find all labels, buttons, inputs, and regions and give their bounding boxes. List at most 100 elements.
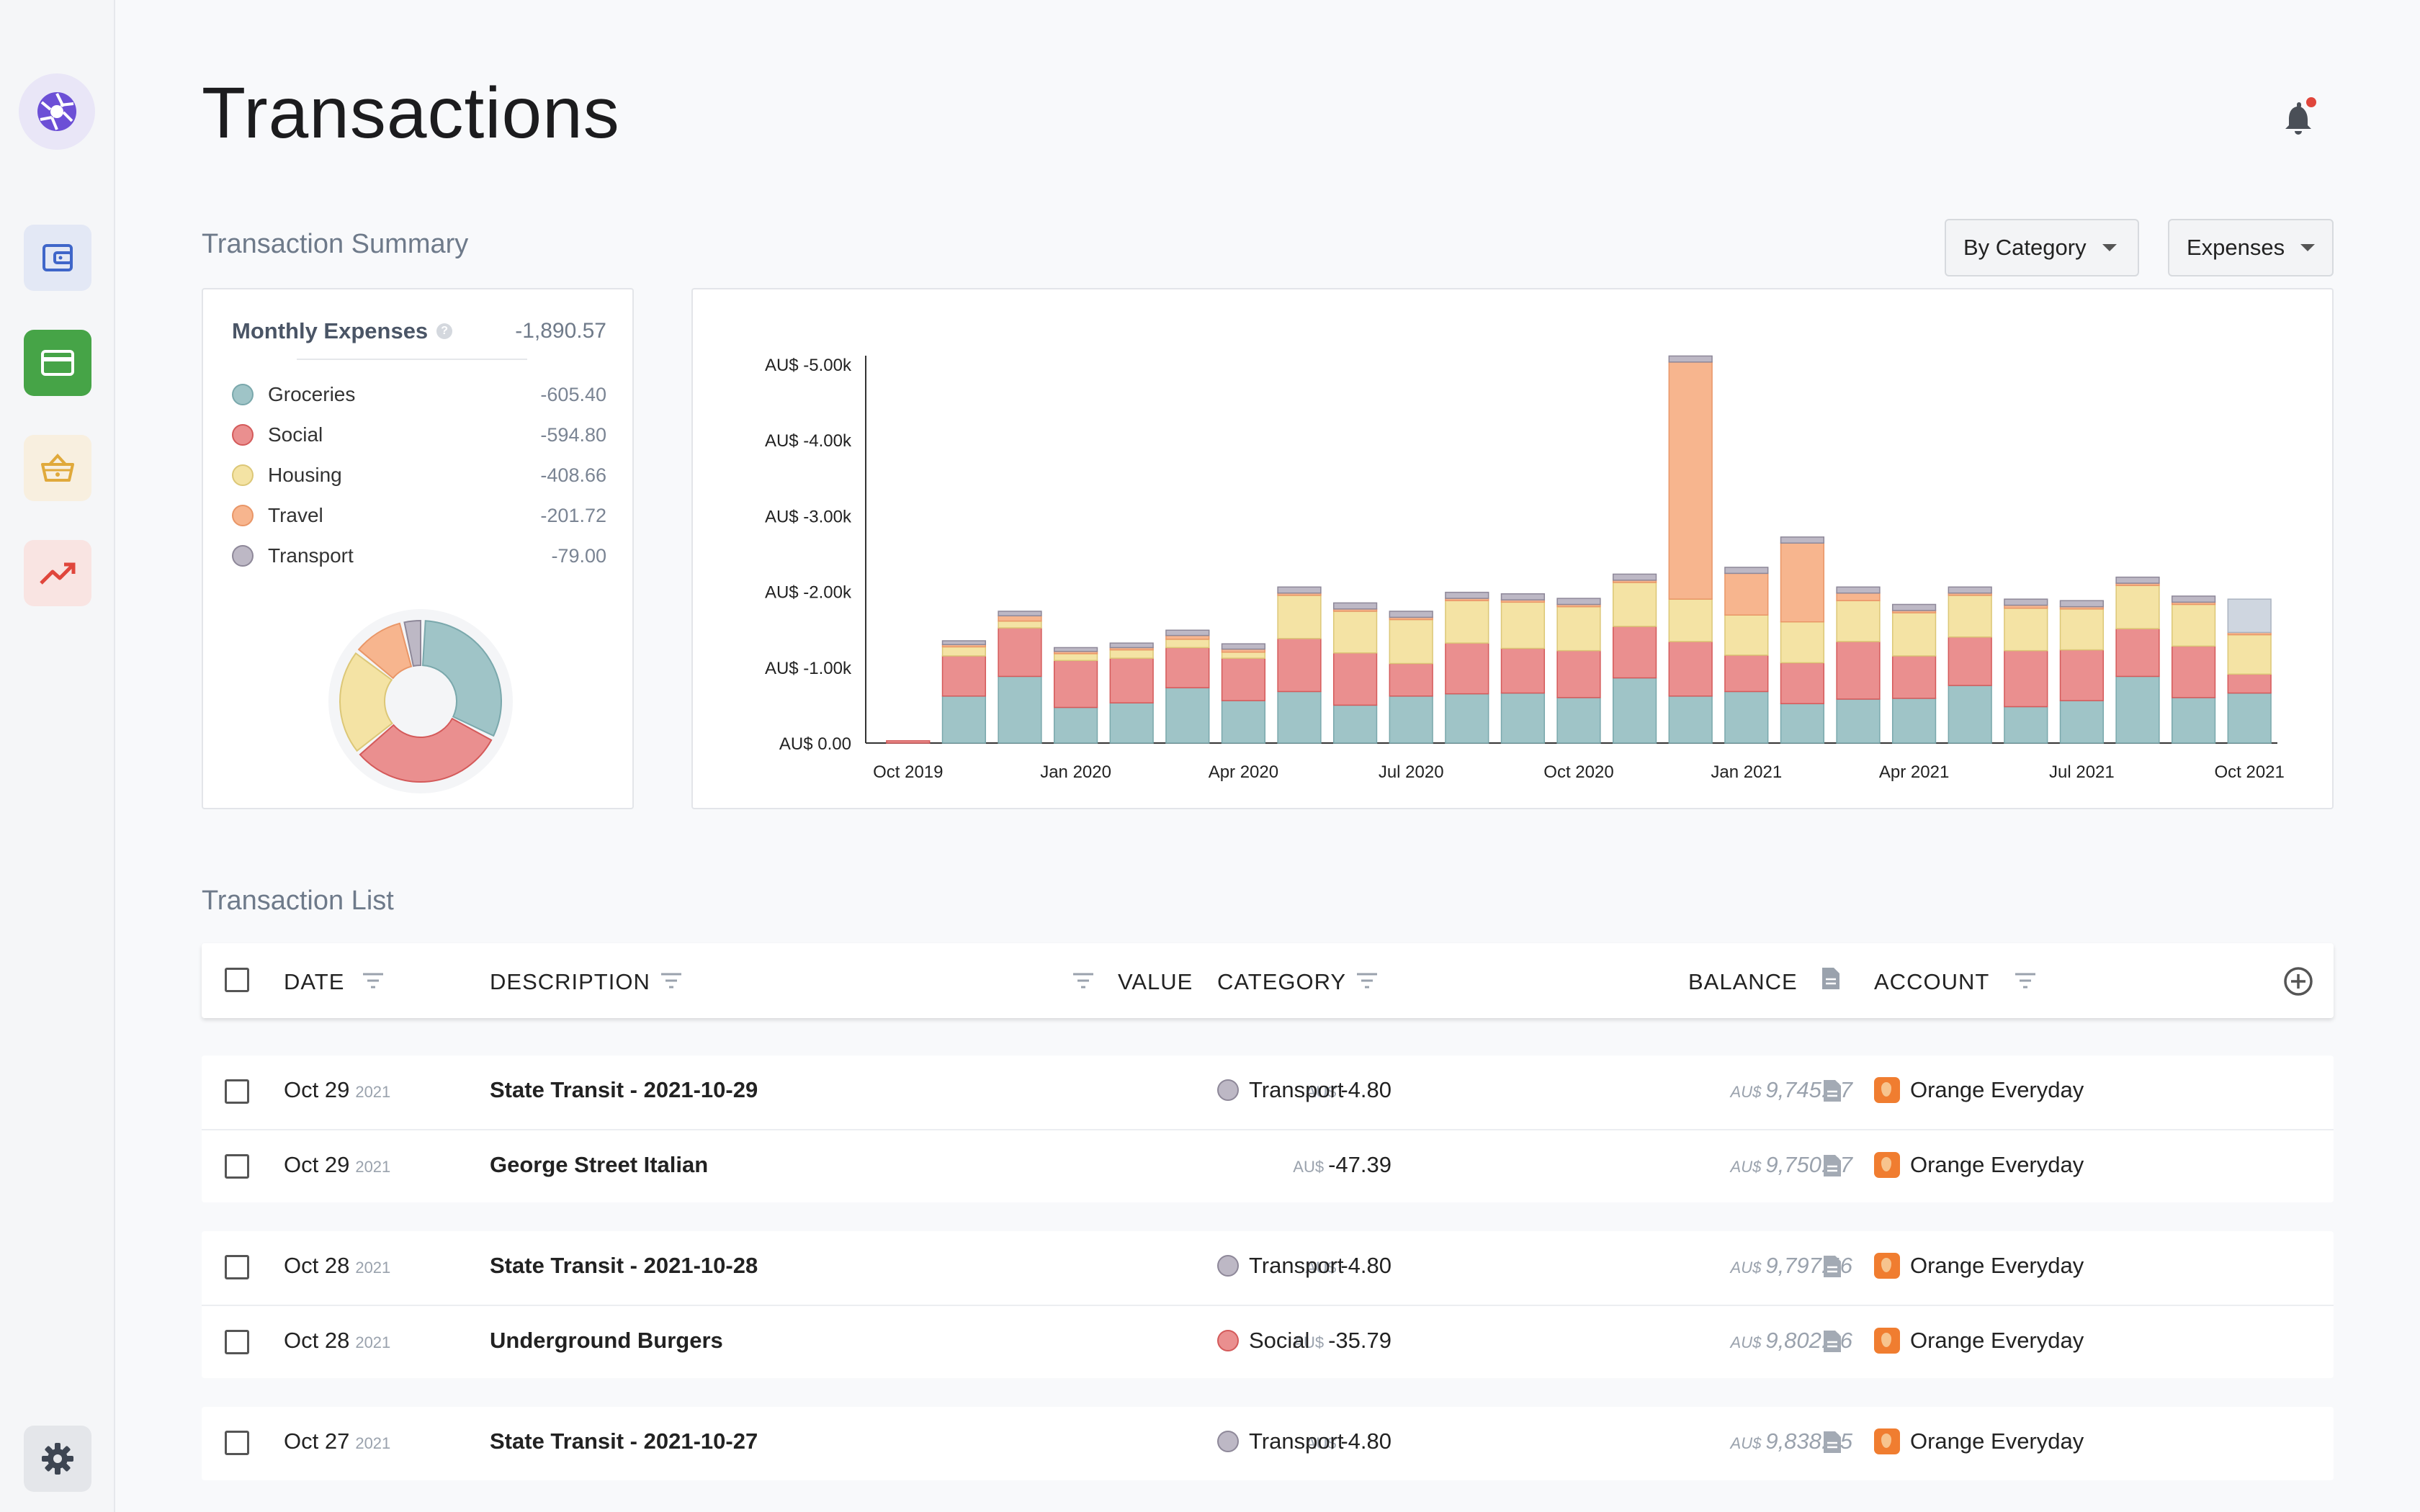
bar-segment[interactable] (1500, 692, 1546, 744)
bar-segment[interactable] (1221, 652, 1266, 659)
bar-segment[interactable] (1612, 573, 1657, 581)
bar-segment[interactable] (2059, 649, 2105, 701)
bar-segment[interactable] (1165, 647, 1210, 688)
bar-segment[interactable] (1891, 603, 1937, 611)
account-cell[interactable]: Orange Everyday (1874, 1428, 2084, 1454)
bar-segment[interactable] (1109, 702, 1154, 744)
bar-segment[interactable] (1948, 636, 1992, 686)
select-all-checkbox[interactable] (225, 968, 249, 992)
nav-accounts[interactable] (24, 225, 91, 291)
bar-segment[interactable] (1221, 657, 1266, 701)
table-row[interactable]: Oct 29 2021 State Transit - 2021-10-29 AU$ -… (202, 1056, 2334, 1128)
bar-segment[interactable] (1780, 703, 1825, 744)
bar-segment[interactable] (1165, 687, 1210, 744)
bar-segment[interactable] (1780, 662, 1825, 705)
bar-segment[interactable] (1556, 697, 1601, 744)
bar-segment[interactable] (1053, 706, 1098, 744)
bar-segment[interactable] (1389, 611, 1433, 618)
row-checkbox[interactable] (225, 1255, 249, 1279)
bar-segment[interactable] (1891, 655, 1937, 699)
bar-segment[interactable] (1668, 355, 1713, 363)
bar-segment[interactable] (1780, 621, 1825, 664)
bar-segment[interactable] (1109, 642, 1154, 649)
bar-segment[interactable] (941, 655, 987, 697)
header-value[interactable]: VALUE (1118, 969, 1193, 994)
bar-segment[interactable] (1780, 542, 1825, 623)
bar-segment[interactable] (2227, 634, 2272, 675)
bar-segment[interactable] (1389, 618, 1433, 665)
bar-segment[interactable] (941, 646, 987, 657)
document-icon[interactable] (1822, 1153, 1842, 1178)
bar-segment[interactable] (1668, 598, 1713, 642)
description-cell[interactable]: Underground Burgers (490, 1328, 723, 1353)
nav-transactions[interactable] (24, 330, 91, 396)
bar-segment[interactable] (1780, 536, 1825, 544)
document-icon[interactable] (1822, 1254, 1842, 1279)
legend-item[interactable]: Social -594.80 (232, 415, 606, 455)
bar-segment[interactable] (1891, 612, 1937, 657)
header-balance[interactable]: BALANCE (1688, 969, 1798, 994)
category-cell[interactable]: Transport (1217, 1077, 1344, 1103)
bar-segment[interactable] (1612, 626, 1657, 679)
header-category[interactable]: CATEGORY (1217, 969, 1347, 994)
bar-segment[interactable] (1948, 586, 1992, 594)
account-cell[interactable]: Orange Everyday (1874, 1253, 2084, 1279)
legend-item[interactable]: Transport -79.00 (232, 536, 606, 576)
bar-segment[interactable] (1556, 649, 1601, 698)
description-cell[interactable]: State Transit - 2021-10-28 (490, 1253, 758, 1278)
row-checkbox[interactable] (225, 1079, 249, 1104)
donut-slice[interactable] (357, 622, 413, 680)
document-icon[interactable] (1822, 1430, 1842, 1454)
bar-segment[interactable] (886, 740, 931, 744)
bar-segment[interactable] (1053, 647, 1098, 652)
bar-segment[interactable] (2059, 600, 2105, 608)
bar-segment[interactable] (1500, 601, 1546, 649)
bar-segment[interactable] (2059, 608, 2105, 651)
bar-segment[interactable] (1891, 698, 1937, 744)
bar-segment[interactable] (1668, 641, 1713, 697)
bar-segment[interactable] (1445, 600, 1489, 644)
bar-segment[interactable] (1612, 582, 1657, 627)
bar-segment[interactable] (1277, 638, 1322, 693)
bar-segment[interactable] (1836, 586, 1881, 594)
help-icon[interactable]: ? (436, 323, 453, 339)
bar-segment[interactable] (1277, 595, 1322, 639)
table-row[interactable]: Oct 28 2021 Underground Burgers AU$ -35.79 So… (202, 1305, 2334, 1377)
type-dropdown[interactable]: Expenses (2168, 219, 2334, 276)
bar-segment[interactable] (1165, 639, 1210, 649)
nav-settings[interactable] (24, 1426, 91, 1492)
add-column-icon[interactable] (2283, 966, 2313, 996)
donut-slice[interactable] (339, 652, 393, 752)
bar-segment[interactable] (1724, 614, 1769, 656)
bar-segment[interactable] (998, 627, 1042, 678)
bar-segment[interactable] (1109, 657, 1154, 703)
bar-segment[interactable] (2115, 585, 2160, 629)
category-cell[interactable]: Transport (1217, 1428, 1344, 1454)
filter-icon[interactable] (362, 972, 385, 989)
bar-segment[interactable] (1165, 634, 1210, 640)
bar-segment[interactable] (1332, 602, 1378, 610)
legend-item[interactable]: Travel -201.72 (232, 495, 606, 536)
table-row[interactable]: Oct 29 2021 George Street Italian AU$ -47.39… (202, 1129, 2334, 1201)
description-cell[interactable]: State Transit - 2021-10-27 (490, 1428, 758, 1454)
bar-segment[interactable] (1221, 643, 1266, 650)
bar-segment[interactable] (1668, 696, 1713, 744)
bar-segment[interactable] (1612, 677, 1657, 744)
bar-segment[interactable] (1724, 567, 1769, 575)
donut-slice[interactable] (359, 717, 493, 783)
bar-segment[interactable] (1332, 652, 1378, 706)
bar-segment[interactable] (1948, 685, 1992, 744)
bar-segment[interactable] (2115, 576, 2160, 584)
bar-segment[interactable] (1389, 662, 1433, 697)
bar-segment[interactable] (2004, 649, 2048, 708)
category-cell[interactable]: Social (1217, 1328, 1309, 1354)
donut-slice[interactable] (421, 620, 502, 737)
bar-segment[interactable] (1165, 629, 1210, 636)
bar-segment[interactable] (1109, 649, 1154, 659)
bar-segment[interactable] (1836, 600, 1881, 642)
description-cell[interactable]: George Street Italian (490, 1152, 709, 1177)
document-icon[interactable] (1822, 1329, 1842, 1354)
bar-segment[interactable] (1053, 660, 1098, 708)
bar-segment[interactable] (941, 696, 987, 744)
app-logo[interactable] (19, 73, 95, 150)
